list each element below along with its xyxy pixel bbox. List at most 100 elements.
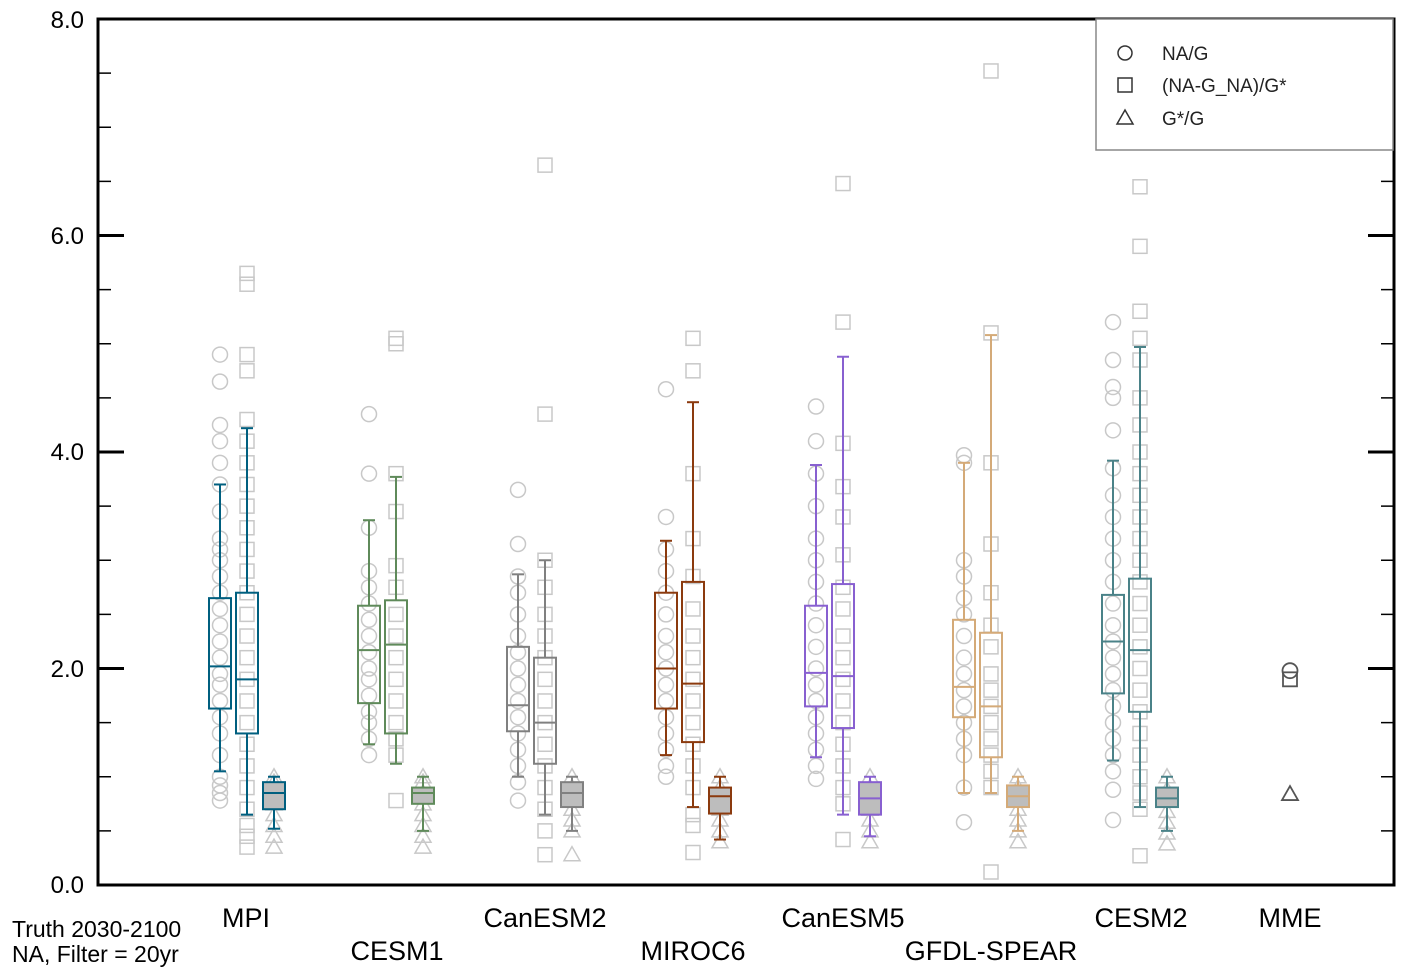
annotation: Truth 2030-2100 NA, Filter = 20yr [12,916,181,967]
point-na-g [509,708,527,726]
box-iqr [831,583,855,730]
point-na-g-na-g-star [1132,639,1148,655]
annotation-line-2: NA, Filter = 20yr [12,941,179,967]
point-na-g [360,746,378,764]
point-na-g [1281,662,1299,680]
box-iqr [262,781,286,811]
point-na-g [657,508,675,526]
point-na-g-na-g-star [537,157,553,173]
point-na-g-na-g-star [388,649,404,666]
box-iqr [979,631,1003,759]
model-label-canesm2: CanESM2 [483,903,606,933]
point-na-g-na-g-star [685,844,701,861]
box-iqr [1128,577,1152,713]
point-g-star-g [1008,832,1028,849]
point-g-star-g [1280,784,1300,801]
point-na-g-na-g-star [537,671,553,688]
chart-marks [208,63,1300,880]
point-na-g [1104,595,1122,612]
point-na-g [360,611,378,629]
point-na-g [657,768,675,785]
legend: NA/G (NA-G_NA)/G* G*/G [1095,18,1394,151]
point-na-g-na-g-star [983,864,999,880]
point-na-g-na-g-star [1282,671,1298,688]
legend-square-marker [1117,77,1133,93]
point-na-g-na-g-star [239,828,255,845]
point-na-g-na-g-star [537,736,553,753]
point-na-g [211,676,229,693]
point-na-g-na-g-star [685,693,701,709]
point-na-g [360,644,378,661]
point-na-g [807,660,825,677]
point-na-g-na-g-star [685,363,701,379]
point-na-g-na-g-star [835,671,851,688]
box-iqr [560,781,584,809]
annotation-line-1: Truth 2030-2100 [12,916,181,942]
model-label-mpi: MPI [222,903,270,933]
point-g-star-g [413,837,433,854]
point-g-star-g [1157,823,1177,840]
point-na-g [211,373,229,390]
model-labels: MPI CESM1 CanESM2 MIROC6 CanESM5 GFDL-SP… [222,903,1322,966]
point-na-g [1104,378,1122,396]
point-na-g-na-g-star [537,846,553,863]
point-na-g [211,784,229,802]
y-tick-labels: 0.0 2.0 4.0 6.0 8.0 [51,7,84,899]
point-na-g-na-g-star [1132,682,1148,698]
point-na-g [360,405,378,423]
point-na-g-na-g-star [388,671,404,688]
point-na-g-na-g-star [1132,617,1148,633]
point-g-star-g [860,832,880,849]
point-na-g [1104,649,1122,666]
point-g-star-g [710,832,730,849]
point-na-g-na-g-star [983,714,999,731]
point-na-g-na-g-star [1132,179,1148,195]
point-g-star-g [1157,834,1177,851]
point-g-star-g [264,815,284,833]
point-na-g [955,665,973,683]
legend-label-na-g: NA/G [1162,44,1208,65]
point-na-g [955,813,973,831]
point-na-g [807,676,825,693]
box-iqr [1101,593,1125,695]
point-na-g [211,665,229,683]
model-label-canesm5: CanESM5 [781,903,904,933]
legend-label-na-g-na-g-star: (NA-G_NA)/G* [1162,76,1287,97]
point-na-g-na-g-star [983,731,999,747]
point-na-g [211,416,229,434]
model-label-cesm1: CESM1 [350,936,443,966]
point-na-g [211,432,229,450]
point-na-g [807,638,825,656]
legend-circle-marker [1117,45,1133,61]
point-na-g [509,792,527,809]
box-iqr [708,786,732,815]
box-iqr [384,599,408,735]
point-na-g [211,616,229,634]
model-label-miroc6: MIROC6 [640,936,745,966]
point-na-g [955,698,973,715]
point-na-g [1104,351,1122,369]
box-iqr [681,580,705,744]
point-na-g-na-g-star [388,628,404,644]
point-na-g [807,770,825,788]
model-label-gfdl-spear: GFDL-SPEAR [905,936,1078,966]
point-na-g [211,346,229,363]
point-na-g [807,757,825,775]
point-na-g-na-g-star [388,792,404,809]
point-na-g [1104,665,1122,683]
point-na-g-na-g-star [1132,848,1148,864]
point-na-g-na-g-star [537,823,553,839]
point-na-g-na-g-star [239,411,255,428]
y-tick-label: 8.0 [51,7,84,34]
point-na-g-na-g-star [537,406,553,422]
point-na-g [360,660,378,677]
point-na-g [657,644,675,661]
point-g-star-g [264,826,284,844]
point-na-g [657,757,675,775]
point-na-g [657,692,675,710]
point-na-g [509,676,527,693]
point-na-g [360,671,378,688]
point-na-g [360,687,378,704]
point-na-g [509,535,527,553]
